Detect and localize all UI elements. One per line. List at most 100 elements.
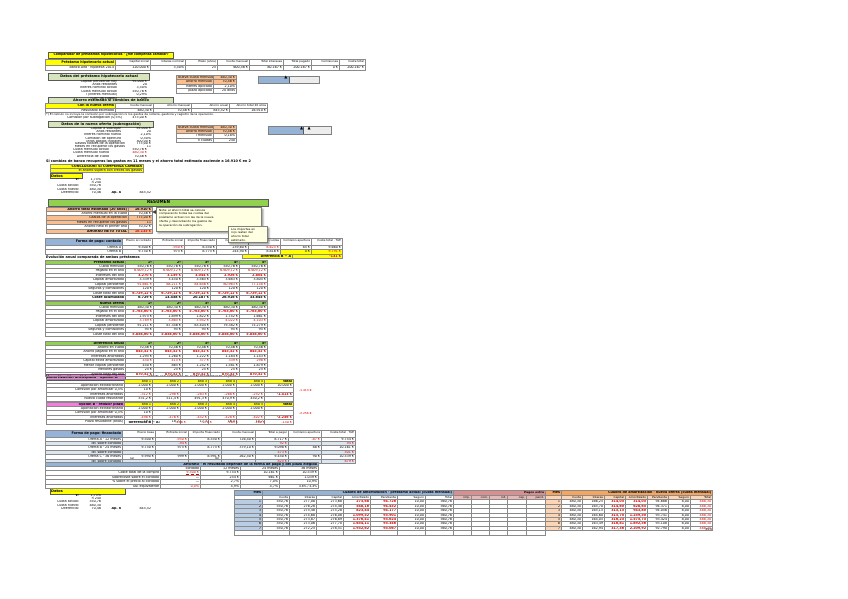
- cell[interactable]: 92.790: [647, 525, 669, 532]
- cell[interactable]: 1.661 €: [239, 313, 268, 320]
- cell[interactable]: Oferta B: [45, 249, 123, 255]
- interest-slider-a[interactable]: ▲ ······: [258, 75, 320, 84]
- interest-slider-b[interactable]: ▲ ▲ ······: [268, 125, 332, 135]
- cell[interactable]: Ahorro total del año: [45, 371, 126, 378]
- cell[interactable]: Importe financiado: [188, 429, 222, 438]
- cell[interactable]: Diferencia de cuota: [76, 154, 109, 158]
- cell[interactable]: 480,30: [89, 503, 101, 507]
- cell[interactable]: n (nº de cuotas): [90, 96, 117, 100]
- cell[interactable]: 0 €: [311, 65, 340, 71]
- cell[interactable]: 845,52 €: [191, 107, 230, 114]
- cell[interactable]: Comisión apertura: [288, 429, 322, 438]
- cell[interactable]: 870,52 €: [210, 371, 240, 378]
- cell[interactable]: [453, 530, 472, 536]
- cell[interactable]: 25: [185, 65, 218, 71]
- cell[interactable]: 1,75%: [90, 493, 101, 497]
- cell[interactable]: Cuota mensual nueva: [72, 151, 109, 155]
- cell[interactable]: plazo aplicado: [176, 88, 214, 94]
- cell[interactable]: diferencia B − A:: [128, 420, 160, 424]
- cell[interactable]: 480,30: [561, 525, 583, 532]
- cell[interactable]: 70,46 €: [153, 107, 192, 114]
- cell[interactable]: Comisión apertura: [280, 238, 312, 246]
- cell[interactable]: 488,30: [689, 499, 714, 505]
- cell[interactable]: [289, 530, 317, 536]
- cell[interactable]: Banco Alfa · hipoteca 2014: [45, 65, 116, 71]
- cell[interactable]: el ahorro supera con creces los gastos: [50, 167, 144, 174]
- cell[interactable]: 550,76: [89, 500, 101, 504]
- cell[interactable]: 4,7%: [240, 483, 280, 490]
- cell[interactable]: Otros gastos iniciales: [85, 140, 121, 144]
- cell[interactable]: Capital pendiente hoy: [80, 79, 117, 83]
- cell[interactable]: 5.858,60 €: [239, 331, 268, 338]
- cell[interactable]: 845,52: [139, 191, 151, 195]
- cell[interactable]: Amortizado: [625, 494, 648, 501]
- cell[interactable]: 5.858,60 €: [125, 331, 154, 338]
- cell[interactable]: 2.209,92: [625, 525, 648, 532]
- cell[interactable]: 550,76 €: [132, 89, 147, 93]
- cell[interactable]: 120.000 €: [115, 65, 151, 71]
- cell[interactable]: 77.158 €: [239, 281, 268, 288]
- cell[interactable]: 488,30: [689, 507, 714, 514]
- cell[interactable]: -186 €: [175, 420, 186, 424]
- cell[interactable]: 870,52 €: [153, 371, 183, 378]
- cell[interactable]: [397, 530, 426, 536]
- cell[interactable]: 200.167 €: [283, 65, 312, 71]
- cell[interactable]: Nueva cuota mensual: [176, 74, 214, 81]
- cell[interactable]: 975 €: [152, 249, 185, 255]
- cell[interactable]: Cuota nueva:: [56, 187, 79, 191]
- cell[interactable]: 26.916 €: [210, 295, 240, 301]
- cell[interactable]: 70,46 €: [213, 128, 237, 135]
- cell[interactable]: -131 €: [292, 253, 343, 260]
- cell[interactable]: i (interés mensual): [85, 93, 117, 97]
- cell[interactable]: 5.858,60 €: [182, 331, 211, 338]
- cell[interactable]: [264, 419, 294, 425]
- cell[interactable]: 845,52: [139, 507, 151, 511]
- cell[interactable]: Coste total: [339, 59, 366, 66]
- cell[interactable]: -2.256 €: [264, 414, 294, 421]
- cell[interactable]: 4.103 €: [239, 318, 268, 324]
- cell[interactable]: 5.763,60 €: [239, 309, 268, 315]
- cell[interactable]: Cuota nueva:: [56, 503, 79, 507]
- cell[interactable]: Importe financiado: [184, 238, 217, 246]
- cell[interactable]: Total a pagar: [255, 429, 289, 438]
- cell[interactable]: 8,00: [668, 525, 691, 532]
- cell[interactable]: [425, 530, 454, 536]
- cell[interactable]: 480,30 €: [115, 107, 154, 114]
- cell[interactable]: 20.187 €: [182, 295, 211, 301]
- cell[interactable]: 5.858,60 €: [210, 331, 240, 338]
- cell[interactable]: 20 años: [213, 88, 237, 94]
- cell[interactable]: 870,52 €: [239, 371, 268, 378]
- cell[interactable]: 870,52 €: [182, 371, 211, 378]
- cell[interactable]: 870,52 €: [125, 371, 154, 378]
- cell[interactable]: tº: [75, 493, 79, 497]
- cell[interactable]: 1.879 €: [239, 362, 268, 369]
- cell[interactable]: -160 €: [254, 420, 265, 424]
- cell[interactable]: Diferencia B − A: [242, 253, 293, 260]
- cell[interactable]: Forma de pago: financiado: [45, 429, 123, 438]
- cell[interactable]: 0,0%: [160, 483, 201, 490]
- cell[interactable]: 80.167 €: [249, 65, 284, 71]
- cell[interactable]: 70,46: [91, 507, 101, 511]
- cell[interactable]: 2,10%: [140, 133, 151, 137]
- cell[interactable]: n 240: [91, 496, 101, 500]
- cell[interactable]: 9.750 €: [122, 249, 153, 255]
- cell[interactable]: [507, 530, 527, 536]
- cell[interactable]: 9.791 €: [311, 249, 343, 255]
- cell[interactable]: 6.609,12 €: [239, 268, 268, 274]
- cell[interactable]: 480,30 €: [213, 74, 237, 81]
- cell[interactable]: [234, 530, 263, 536]
- cell[interactable]: 200.167 €: [339, 65, 366, 71]
- cell[interactable]: 10.000 €: [264, 382, 294, 389]
- cell[interactable]: 7: [545, 525, 562, 532]
- cell[interactable]: 162,94: [582, 525, 605, 532]
- cell[interactable]: Meses en recuperar los gastos: [74, 144, 125, 148]
- cell[interactable]: 550,76 €: [132, 148, 147, 151]
- cell[interactable]: TAE equivalente: [45, 483, 161, 490]
- cell[interactable]: 6.729 €: [125, 295, 154, 301]
- cell[interactable]: Interés nominal actual: [80, 86, 117, 90]
- cell[interactable]: 95.000 €: [136, 126, 151, 130]
- cell[interactable]: 240: [213, 137, 237, 144]
- cell[interactable]: 20: [146, 129, 151, 133]
- cell[interactable]: 33.645 €: [239, 295, 268, 301]
- cell[interactable]: 488,30: [689, 516, 714, 523]
